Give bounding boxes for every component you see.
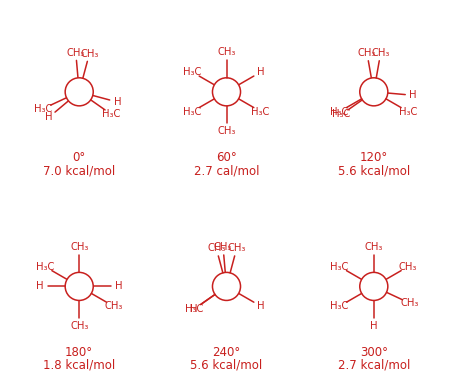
Text: CH₃: CH₃ — [217, 47, 236, 57]
Text: 240°: 240° — [212, 346, 241, 359]
Text: 2.7 kcal/mol: 2.7 kcal/mol — [337, 359, 410, 372]
Circle shape — [65, 78, 93, 106]
Text: 2.7 cal/mol: 2.7 cal/mol — [194, 164, 259, 177]
Text: H: H — [45, 112, 53, 122]
Text: 180°: 180° — [65, 346, 93, 359]
Text: H₃C: H₃C — [183, 106, 202, 116]
Text: 300°: 300° — [360, 346, 388, 359]
Text: 0°: 0° — [72, 151, 86, 164]
Text: H: H — [36, 281, 43, 291]
Text: H₃C: H₃C — [102, 110, 120, 120]
Text: CH₃: CH₃ — [207, 243, 226, 253]
Text: H₃C: H₃C — [399, 106, 417, 116]
Text: H: H — [257, 301, 265, 311]
Text: H: H — [410, 90, 417, 100]
Text: H: H — [190, 304, 198, 314]
Text: CH₃: CH₃ — [227, 243, 246, 253]
Text: 5.6 kcal/mol: 5.6 kcal/mol — [337, 164, 410, 177]
Text: H₃C: H₃C — [34, 103, 53, 113]
Text: 1.8 kcal/mol: 1.8 kcal/mol — [43, 359, 116, 372]
Text: 7.0 kcal/mol: 7.0 kcal/mol — [43, 164, 116, 177]
Text: CH₃: CH₃ — [217, 126, 236, 136]
Text: CH₃: CH₃ — [70, 242, 88, 252]
Circle shape — [360, 272, 388, 300]
Text: CH₃: CH₃ — [400, 298, 419, 308]
Circle shape — [360, 78, 388, 106]
Circle shape — [65, 272, 93, 300]
Text: H₃C: H₃C — [333, 110, 351, 120]
Text: H₃C: H₃C — [330, 106, 349, 116]
Text: CH₃: CH₃ — [70, 321, 88, 331]
Text: H: H — [370, 321, 377, 331]
Text: CH₃: CH₃ — [214, 242, 232, 252]
Text: H: H — [115, 281, 122, 291]
Text: H₃C: H₃C — [330, 262, 349, 272]
Text: H₃C: H₃C — [185, 304, 203, 314]
Circle shape — [212, 78, 241, 106]
Text: CH₃: CH₃ — [399, 262, 417, 272]
Text: CH₃: CH₃ — [371, 48, 390, 58]
Text: H₃C: H₃C — [330, 301, 349, 311]
Text: H: H — [257, 67, 265, 77]
Text: CH₃: CH₃ — [80, 49, 99, 59]
Text: CH₃: CH₃ — [104, 301, 123, 311]
Text: 60°: 60° — [216, 151, 237, 164]
Circle shape — [212, 272, 241, 300]
Text: 5.6 kcal/mol: 5.6 kcal/mol — [190, 359, 263, 372]
Text: 120°: 120° — [360, 151, 388, 164]
Text: CH₃: CH₃ — [358, 48, 376, 58]
Text: H: H — [114, 97, 121, 107]
Text: H₃C: H₃C — [251, 106, 270, 116]
Text: H₃C: H₃C — [183, 67, 202, 77]
Text: H₃C: H₃C — [36, 262, 54, 272]
Text: CH₃: CH₃ — [67, 48, 85, 58]
Text: CH₃: CH₃ — [365, 242, 383, 252]
